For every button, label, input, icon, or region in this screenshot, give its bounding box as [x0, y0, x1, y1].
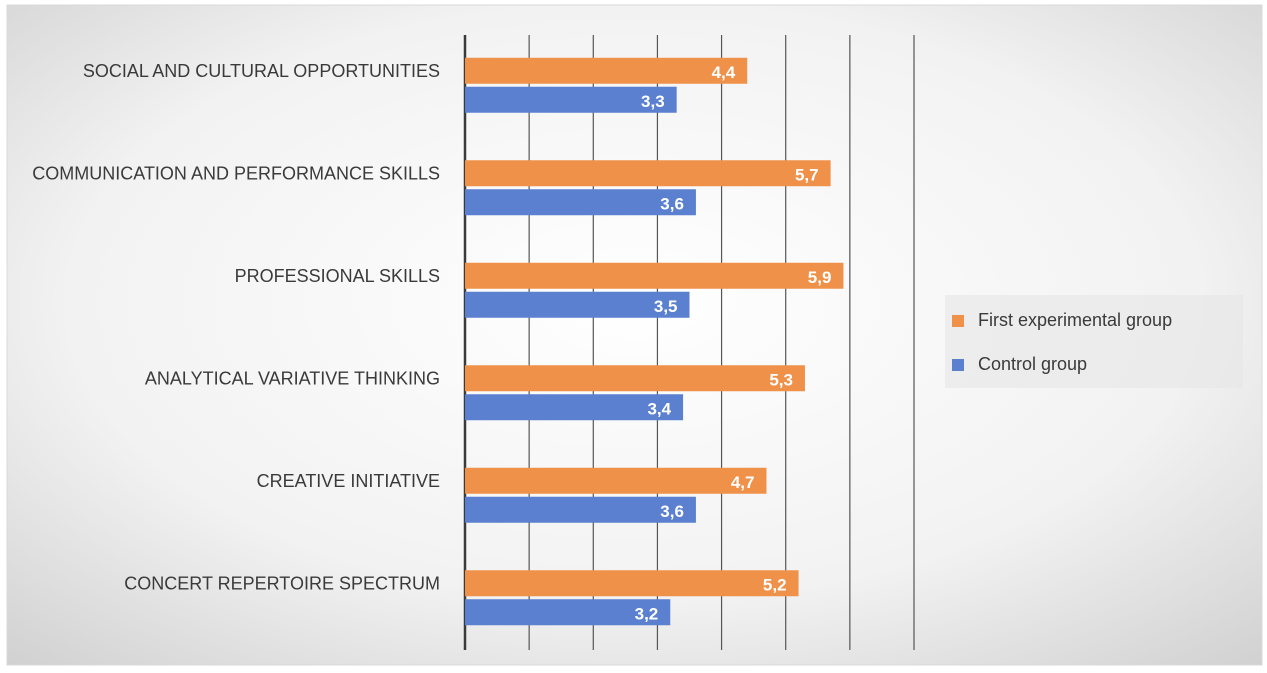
- value-label: 5,3: [769, 371, 793, 390]
- y-tick-label: PROFESSIONAL SKILLS: [235, 266, 440, 286]
- bar: [465, 291, 690, 318]
- legend-swatch: [952, 315, 964, 327]
- value-label: 3,5: [654, 297, 678, 316]
- bar: [465, 394, 684, 421]
- value-label: 4,4: [712, 63, 736, 82]
- bar: [465, 467, 767, 494]
- y-tick-label: CONCERT REPERTOIRE SPECTRUM: [124, 574, 440, 594]
- legend-swatch: [952, 359, 964, 371]
- value-label: 3,6: [660, 502, 684, 521]
- bar: [465, 160, 831, 187]
- value-label: 5,7: [795, 166, 819, 185]
- y-tick-label: COMMUNICATION AND PERFORMANCE SKILLS: [32, 164, 440, 184]
- bar: [465, 189, 696, 216]
- value-label: 3,3: [641, 92, 665, 111]
- y-tick-label: CREATIVE INITIATIVE: [257, 471, 440, 491]
- legend-label: First experimental group: [978, 310, 1172, 330]
- bar: [465, 599, 671, 626]
- value-label: 3,6: [660, 195, 684, 214]
- value-label: 5,9: [808, 268, 832, 287]
- bar: [465, 496, 696, 523]
- value-label: 4,7: [731, 473, 755, 492]
- bar: [465, 365, 805, 392]
- legend-label: Control group: [978, 354, 1087, 374]
- bar: [465, 570, 799, 597]
- value-label: 3,2: [635, 605, 659, 624]
- bar: [465, 86, 677, 113]
- legend-box: [945, 295, 1243, 388]
- y-tick-label: SOCIAL AND CULTURAL OPPORTUNITIES: [83, 61, 440, 81]
- bar: [465, 57, 748, 84]
- bar: [465, 262, 844, 289]
- value-label: 3,4: [647, 400, 671, 419]
- value-label: 5,2: [763, 576, 787, 595]
- y-tick-label: ANALYTICAL VARIATIVE THINKING: [145, 369, 440, 389]
